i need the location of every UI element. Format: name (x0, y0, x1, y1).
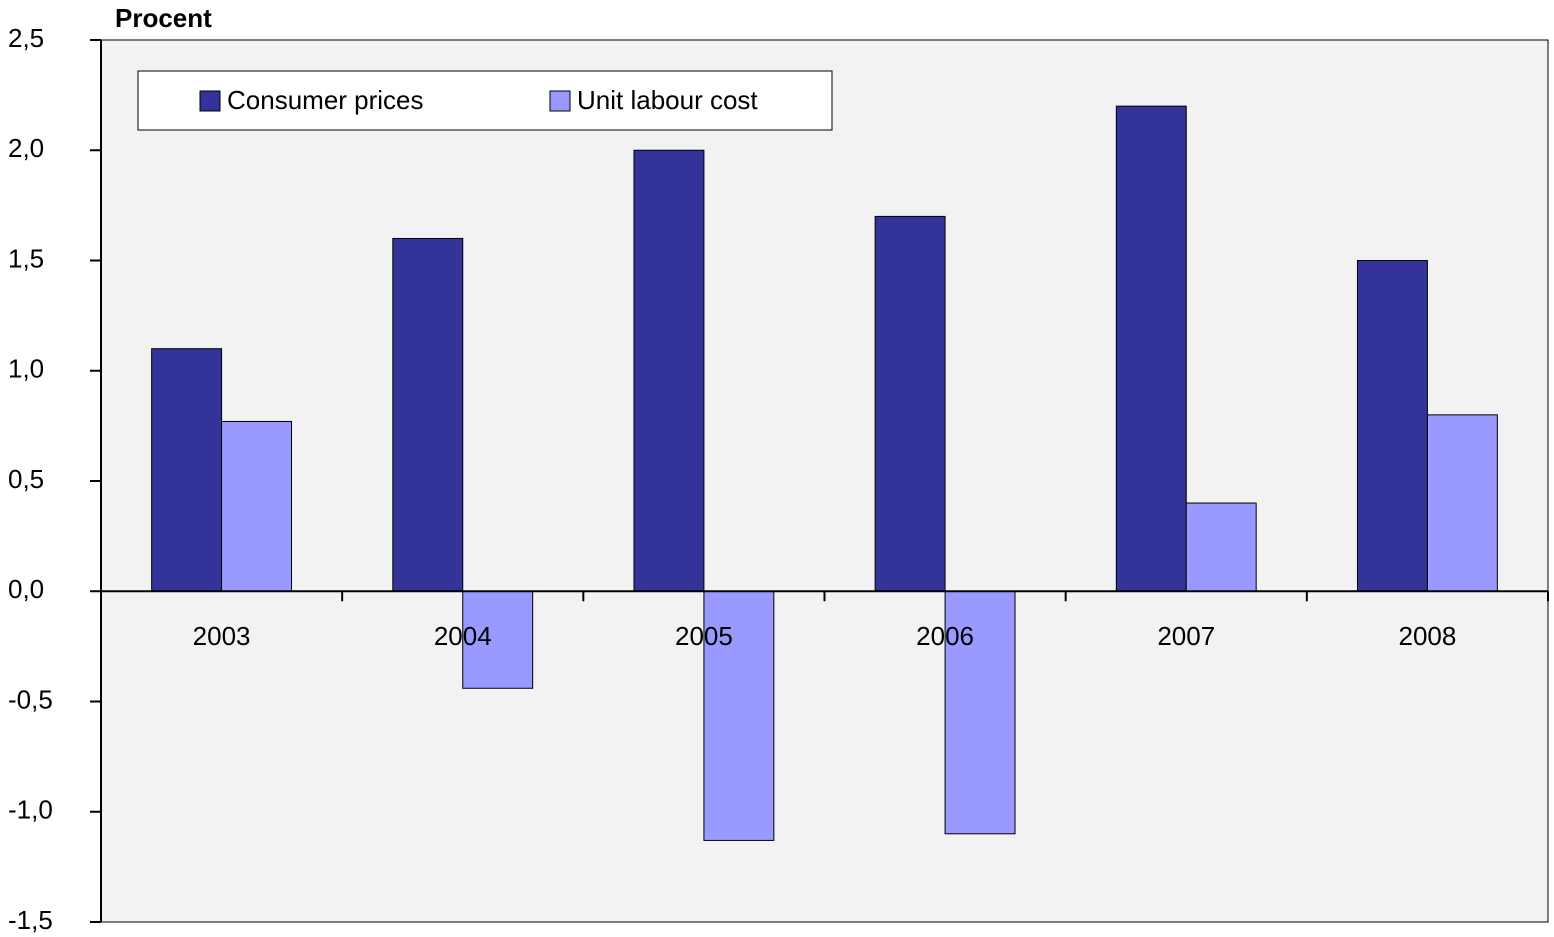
y-tick-label: 0,0 (8, 574, 44, 604)
legend-swatch (199, 90, 221, 112)
y-tick-label: -1,0 (8, 795, 53, 825)
bar (944, 590, 1016, 835)
x-tick-label: 2006 (916, 621, 974, 651)
y-tick-label: 0,5 (8, 464, 44, 494)
bar (462, 590, 534, 689)
x-tick-label: 2003 (193, 621, 251, 651)
legend-box (137, 70, 833, 131)
bar (221, 420, 293, 592)
bar (392, 237, 464, 592)
y-tick-label: -1,5 (8, 905, 53, 935)
plot-area (100, 39, 1549, 923)
bar (1115, 105, 1187, 592)
legend-label: Unit labour cost (577, 85, 758, 115)
y-tick-label: 2,5 (8, 23, 44, 53)
x-tick-label: 2007 (1157, 621, 1215, 651)
legend-label: Consumer prices (227, 85, 424, 115)
legend-swatch (549, 90, 571, 112)
bar (1356, 260, 1428, 592)
bar (633, 149, 705, 592)
bar (1185, 502, 1257, 592)
bar (874, 215, 946, 592)
y-tick-label: 1,5 (8, 243, 44, 273)
x-tick-label: 2005 (675, 621, 733, 651)
bar (151, 348, 223, 592)
y-tick-label: 2,0 (8, 133, 44, 163)
x-tick-label: 2008 (1398, 621, 1456, 651)
x-tick-label: 2004 (434, 621, 492, 651)
y-axis-label: Procent (115, 3, 212, 33)
bar (1426, 414, 1498, 592)
y-tick-label: -0,5 (8, 684, 53, 714)
y-tick-label: 1,0 (8, 354, 44, 384)
